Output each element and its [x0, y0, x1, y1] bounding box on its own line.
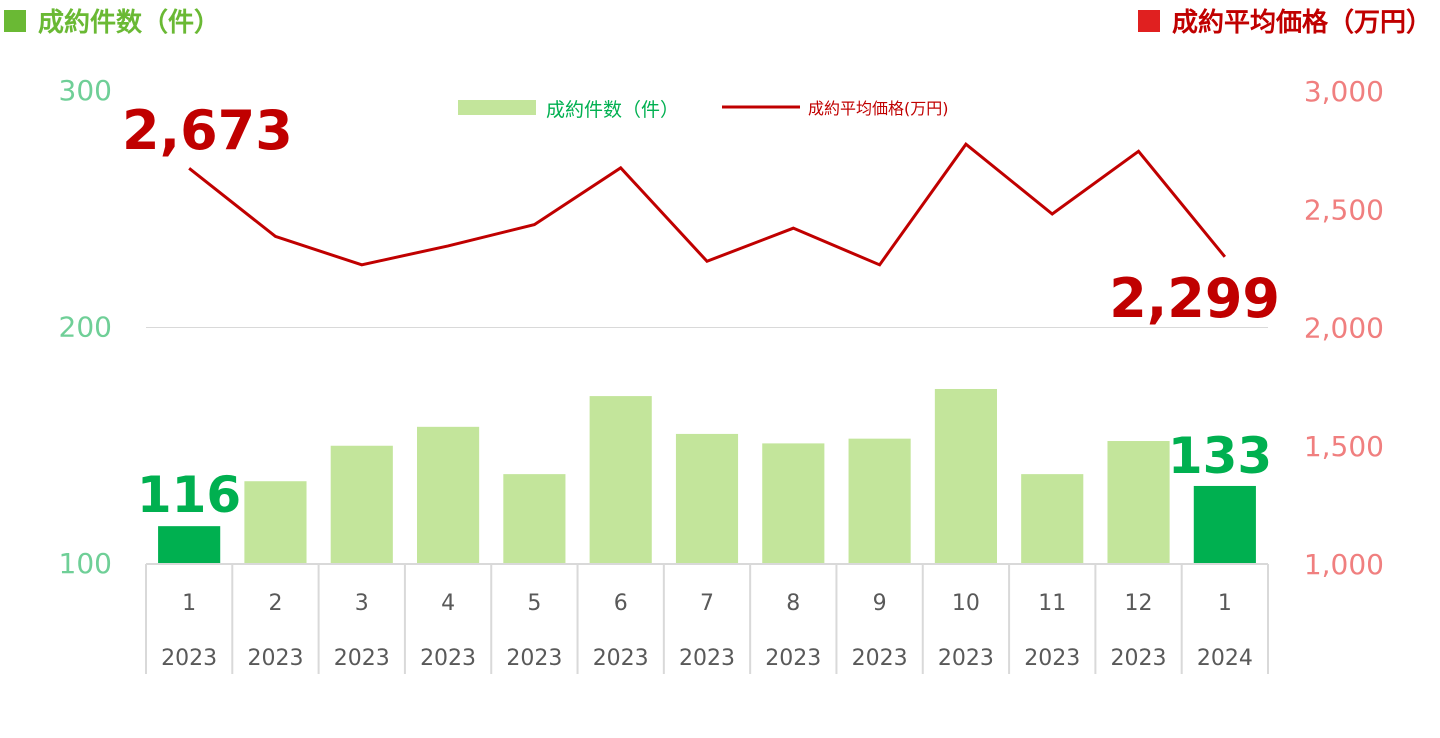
bar-first-label: 116	[137, 466, 241, 524]
line-first-label: 2,673	[122, 99, 293, 162]
line-last-label: 2,299	[1109, 267, 1280, 330]
x-tick-year: 2023	[420, 646, 476, 671]
bar	[848, 438, 911, 564]
x-tick-year: 2023	[1024, 646, 1080, 671]
legend-line-label: 成約平均価格(万円)	[808, 99, 949, 118]
bar-series	[158, 388, 1256, 564]
x-tick-month: 1	[182, 591, 196, 616]
x-tick-year: 2023	[938, 646, 994, 671]
right-axis-title: 成約平均価格（万円）	[1137, 2, 1432, 39]
x-tick-year: 2023	[334, 646, 390, 671]
x-tick-month: 3	[355, 591, 369, 616]
y-right-tick: 2,000	[1304, 312, 1384, 345]
bar	[158, 526, 221, 564]
x-tick-month: 11	[1038, 591, 1066, 616]
x-tick-month: 7	[700, 591, 714, 616]
left-title-text: 成約件数（件）	[38, 8, 221, 38]
legend-bar-swatch	[458, 100, 536, 115]
left-title-square-icon	[4, 9, 26, 32]
bar	[417, 426, 480, 564]
bar	[1021, 474, 1084, 564]
bar	[503, 474, 566, 564]
y-right-tick: 1,500	[1304, 430, 1384, 463]
bar	[244, 481, 307, 564]
x-tick-month: 4	[441, 591, 455, 616]
bar	[1193, 485, 1256, 564]
x-tick-month: 8	[786, 591, 800, 616]
x-tick-year: 2023	[506, 646, 562, 671]
x-tick-month: 10	[952, 591, 980, 616]
bar	[675, 433, 739, 564]
bar-last-label: 133	[1168, 427, 1272, 485]
y-right-tick: 2,500	[1304, 193, 1384, 226]
x-tick-month: 12	[1125, 591, 1153, 616]
x-tick-year: 2023	[593, 646, 649, 671]
y-right-tick: 3,000	[1304, 75, 1384, 108]
legend: 成約件数（件） 成約平均価格(万円)	[458, 99, 949, 121]
y-left-tick: 300	[59, 74, 112, 107]
x-tick-month: 9	[873, 591, 887, 616]
x-tick-year: 2023	[247, 646, 303, 671]
left-axis-title: 成約件数（件）	[4, 2, 220, 39]
x-tick-year: 2024	[1197, 646, 1253, 671]
y-left-tick: 100	[59, 547, 112, 580]
x-tick-month: 6	[614, 591, 628, 616]
bar	[1107, 441, 1170, 564]
x-tick-year: 2023	[161, 646, 217, 671]
y-left-tick: 200	[59, 311, 112, 344]
right-title-square-icon	[1137, 9, 1160, 32]
price-line	[188, 142, 1227, 267]
x-tick-year: 2023	[852, 646, 908, 671]
right-title-text: 成約平均価格（万円）	[1171, 8, 1432, 38]
x-tick-month: 5	[527, 591, 541, 616]
x-tick-year: 2023	[1111, 646, 1167, 671]
bar	[330, 445, 393, 564]
bar	[589, 396, 652, 564]
line-series	[188, 142, 1227, 267]
axes: 1 2023 2 2023 3 2023 4 2023 5 2023 6 2023 7 2023 8 2023…	[59, 74, 1384, 674]
bar	[934, 388, 997, 564]
x-tick-month: 1	[1218, 591, 1232, 616]
bar	[762, 443, 825, 564]
x-tick-month: 2	[268, 591, 282, 616]
x-tick-year: 2023	[679, 646, 735, 671]
x-tick-year: 2023	[765, 646, 821, 671]
legend-bar-label: 成約件数（件）	[546, 99, 679, 121]
y-right-tick: 1,000	[1304, 548, 1384, 581]
annotations: 2,673 2,299 116 133	[122, 99, 1280, 524]
